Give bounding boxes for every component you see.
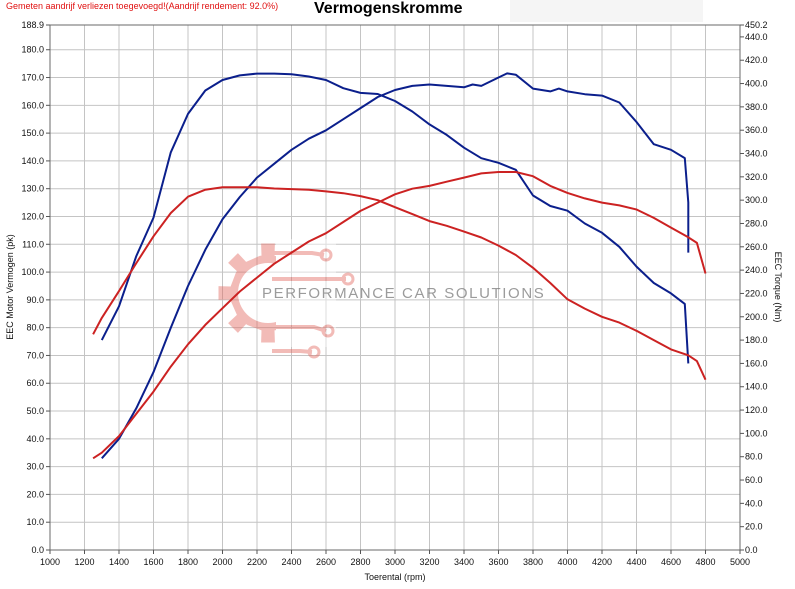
x-tick-label: 4000 bbox=[557, 557, 577, 567]
series-line-2 bbox=[92, 171, 707, 460]
header-panel bbox=[510, 0, 703, 22]
left-tick-label: 30.0 bbox=[26, 462, 44, 472]
left-tick-label: 188.9 bbox=[21, 20, 44, 30]
left-tick-label: 60.0 bbox=[26, 378, 44, 388]
circuit-trace bbox=[272, 251, 325, 257]
right-tick-label: 180.0 bbox=[745, 335, 768, 345]
right-axis-label: EEC Torque (Nm) bbox=[773, 252, 783, 323]
x-tick-label: 3400 bbox=[454, 557, 474, 567]
right-tick-label: 220.0 bbox=[745, 288, 768, 298]
right-tick-label: 300.0 bbox=[745, 195, 768, 205]
right-tick-label: 320.0 bbox=[745, 172, 768, 182]
right-tick-label: 340.0 bbox=[745, 149, 768, 159]
right-tick-label: 160.0 bbox=[745, 358, 768, 368]
right-tick-label: 360.0 bbox=[745, 125, 768, 135]
gear-circuit-logo bbox=[218, 239, 355, 359]
x-tick-label: 1800 bbox=[178, 557, 198, 567]
left-tick-label: 140.0 bbox=[21, 156, 44, 166]
curves bbox=[92, 72, 707, 460]
circuit-node bbox=[307, 345, 321, 359]
x-tick-label: 4200 bbox=[592, 557, 612, 567]
x-tick-label: 1400 bbox=[109, 557, 129, 567]
right-tick-label: 0.0 bbox=[745, 545, 758, 555]
circuit-node bbox=[319, 248, 333, 262]
right-tick-label: 450.2 bbox=[745, 20, 768, 30]
x-tick-label: 2400 bbox=[281, 557, 301, 567]
x-tick-label: 2800 bbox=[350, 557, 370, 567]
x-tick-label: 4800 bbox=[695, 557, 715, 567]
right-tick-label: 280.0 bbox=[745, 218, 768, 228]
left-axis-ticks: 0.0 10.0 20.0 30.0 40.0 50.0 60.0 70.0 80.0 90.0 1… bbox=[21, 20, 50, 555]
x-tick-label: 1200 bbox=[74, 557, 94, 567]
circuit-trace bbox=[272, 349, 313, 354]
left-tick-label: 160.0 bbox=[21, 100, 44, 110]
gear-hub bbox=[238, 263, 298, 323]
right-tick-label: 420.0 bbox=[745, 55, 768, 65]
x-tick-label: 2000 bbox=[212, 557, 232, 567]
chart-title: Vermogenskromme bbox=[314, 0, 463, 17]
x-tick-label: 3200 bbox=[419, 557, 439, 567]
circuit-node bbox=[341, 272, 355, 286]
x-tick-label: 3000 bbox=[385, 557, 405, 567]
x-tick-label: 2200 bbox=[247, 557, 267, 567]
left-tick-label: 80.0 bbox=[26, 323, 44, 333]
right-tick-label: 200.0 bbox=[745, 312, 768, 322]
right-tick-label: 440.0 bbox=[745, 32, 768, 42]
series-line-0 bbox=[101, 72, 690, 459]
left-tick-label: 70.0 bbox=[26, 350, 44, 360]
left-tick-label: 100.0 bbox=[21, 267, 44, 277]
left-tick-label: 90.0 bbox=[26, 295, 44, 305]
x-tick-label: 3800 bbox=[523, 557, 543, 567]
gear-outline bbox=[218, 243, 318, 343]
right-tick-label: 380.0 bbox=[745, 102, 768, 112]
right-tick-label: 240.0 bbox=[745, 265, 768, 275]
left-axis-label: EEC Motor Vermogen (pk) bbox=[5, 234, 15, 340]
left-tick-label: 0.0 bbox=[31, 545, 44, 555]
left-tick-label: 10.0 bbox=[26, 517, 44, 527]
circuit-trace bbox=[272, 325, 327, 333]
right-axis-ticks: 0.0 20.0 40.0 60.0 80.0 100.0 120.0 140.0 160.0 1… bbox=[740, 20, 768, 555]
series-line-3 bbox=[92, 186, 707, 381]
right-tick-label: 60.0 bbox=[745, 475, 763, 485]
x-axis-label: Toerental (rpm) bbox=[364, 572, 425, 582]
series-line-1 bbox=[100, 72, 690, 364]
watermark-text: PERFORMANCE CAR SOLUTIONS bbox=[262, 285, 545, 302]
x-tick-label: 1600 bbox=[143, 557, 163, 567]
right-tick-label: 260.0 bbox=[745, 242, 768, 252]
left-tick-label: 20.0 bbox=[26, 489, 44, 499]
left-tick-label: 110.0 bbox=[22, 239, 44, 249]
right-tick-label: 400.0 bbox=[745, 79, 768, 89]
x-axis-ticks: 1000 1200 1400 1600 1800 2000 2200 2400 2600 2800… bbox=[40, 550, 750, 567]
left-tick-label: 180.0 bbox=[21, 45, 44, 55]
right-tick-label: 20.0 bbox=[745, 522, 763, 532]
watermark: PERFORMANCE CAR SOLUTIONS bbox=[218, 239, 545, 359]
left-tick-label: 120.0 bbox=[21, 211, 44, 221]
left-tick-label: 40.0 bbox=[26, 434, 44, 444]
drivetrain-loss-notice: Gemeten aandrijf verliezen toegevoegd!(A… bbox=[6, 1, 279, 11]
left-tick-label: 150.0 bbox=[21, 128, 44, 138]
x-tick-label: 4400 bbox=[626, 557, 646, 567]
x-tick-label: 1000 bbox=[40, 557, 60, 567]
x-tick-label: 5000 bbox=[730, 557, 750, 567]
x-tick-label: 4600 bbox=[661, 557, 681, 567]
right-tick-label: 80.0 bbox=[745, 452, 763, 462]
x-tick-label: 3600 bbox=[488, 557, 508, 567]
right-tick-label: 140.0 bbox=[745, 382, 768, 392]
right-tick-label: 100.0 bbox=[745, 428, 768, 438]
right-tick-label: 40.0 bbox=[745, 498, 763, 508]
left-tick-label: 170.0 bbox=[21, 73, 44, 83]
left-tick-label: 130.0 bbox=[21, 184, 44, 194]
circuit-node bbox=[321, 324, 335, 338]
x-tick-label: 2600 bbox=[316, 557, 336, 567]
left-tick-label: 50.0 bbox=[26, 406, 44, 416]
right-tick-label: 120.0 bbox=[745, 405, 768, 415]
